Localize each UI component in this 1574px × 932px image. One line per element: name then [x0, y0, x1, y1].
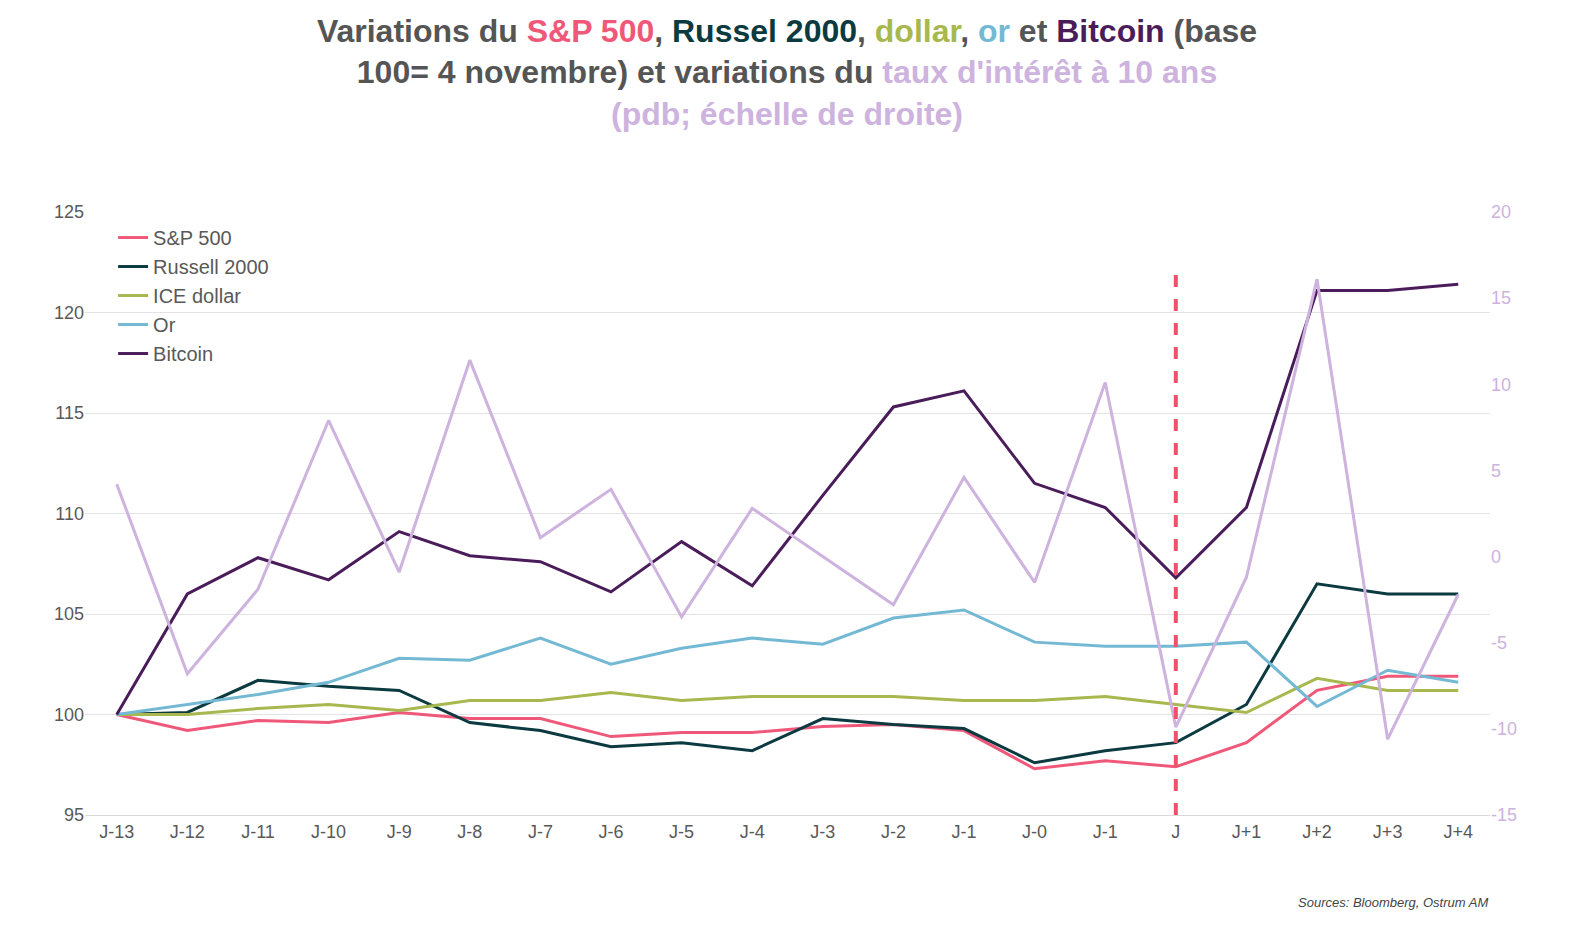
svg-text:J-0: J-0 [1022, 822, 1047, 842]
svg-text:J+3: J+3 [1373, 822, 1403, 842]
svg-text:105: 105 [54, 604, 84, 624]
svg-text:J-5: J-5 [669, 822, 694, 842]
svg-text:5: 5 [1491, 461, 1501, 481]
svg-text:J-7: J-7 [528, 822, 553, 842]
svg-text:J-12: J-12 [170, 822, 205, 842]
svg-text:Russell 2000: Russell 2000 [153, 256, 269, 278]
svg-text:Bitcoin: Bitcoin [153, 343, 213, 365]
svg-text:J-1: J-1 [952, 822, 977, 842]
svg-text:120: 120 [54, 303, 84, 323]
svg-text:J-9: J-9 [387, 822, 412, 842]
svg-text:J-3: J-3 [810, 822, 835, 842]
svg-text:J-1: J-1 [1093, 822, 1118, 842]
svg-text:ICE dollar: ICE dollar [153, 285, 241, 307]
svg-text:J+2: J+2 [1302, 822, 1332, 842]
svg-text:J+4: J+4 [1443, 822, 1473, 842]
svg-text:J-6: J-6 [598, 822, 623, 842]
svg-text:115: 115 [55, 403, 84, 423]
svg-text:-5: -5 [1491, 633, 1507, 653]
svg-text:0: 0 [1491, 547, 1501, 567]
svg-text:Sources: Bloomberg, Ostrum AM: Sources: Bloomberg, Ostrum AM [1298, 895, 1488, 910]
svg-text:95: 95 [64, 805, 84, 825]
svg-text:J-4: J-4 [740, 822, 765, 842]
svg-text:J-13: J-13 [99, 822, 134, 842]
svg-text:110: 110 [55, 504, 84, 524]
svg-text:J-2: J-2 [881, 822, 906, 842]
svg-text:J-11: J-11 [241, 822, 275, 842]
svg-text:100: 100 [54, 705, 84, 725]
svg-text:J: J [1171, 822, 1180, 842]
svg-text:10: 10 [1491, 375, 1511, 395]
svg-text:-10: -10 [1491, 719, 1517, 739]
svg-text:125: 125 [54, 202, 84, 222]
svg-text:Or: Or [153, 314, 176, 336]
svg-text:J+1: J+1 [1232, 822, 1262, 842]
svg-text:Variations du S&P 500, Russel: Variations du S&P 500, Russel 2000, doll… [317, 13, 1257, 132]
svg-text:J-8: J-8 [457, 822, 482, 842]
svg-text:-15: -15 [1491, 805, 1517, 825]
svg-text:15: 15 [1491, 288, 1511, 308]
svg-text:20: 20 [1491, 202, 1511, 222]
svg-text:S&P 500: S&P 500 [153, 227, 232, 249]
svg-text:J-10: J-10 [311, 822, 346, 842]
